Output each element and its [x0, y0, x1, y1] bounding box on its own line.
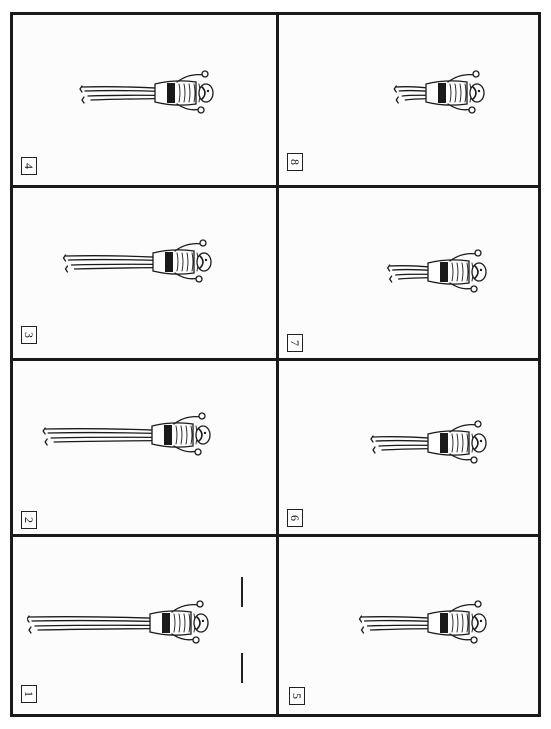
- row-divider: [13, 534, 538, 537]
- panel-2: 2: [13, 361, 275, 531]
- lying-figure-icon: [62, 239, 212, 283]
- panel-number: 4: [21, 157, 37, 175]
- panel-number-label: 6: [288, 515, 302, 521]
- lying-figure-icon: [370, 420, 487, 464]
- lying-figure-icon: [386, 249, 487, 293]
- panel-3: 3: [13, 188, 275, 358]
- panel-number-label: 8: [288, 159, 302, 165]
- panel-number-label: 4: [22, 163, 36, 169]
- row-divider: [13, 358, 538, 361]
- panel-number-label: 1: [22, 691, 36, 697]
- lying-figure-icon: [42, 412, 211, 456]
- cursor-mark: [241, 577, 243, 607]
- panel-number-label: 2: [22, 517, 36, 523]
- panel-7: 7: [279, 188, 541, 358]
- panel-number: 5: [289, 687, 305, 705]
- panel-number: 2: [21, 511, 37, 529]
- panel-1: 1: [13, 537, 275, 717]
- panel-number: 8: [287, 153, 303, 171]
- panel-number-label: 3: [22, 332, 36, 338]
- panel-4: 4: [13, 15, 275, 185]
- panel-number-label: 7: [288, 340, 302, 346]
- column-divider: [276, 15, 279, 714]
- panel-number: 3: [21, 326, 37, 344]
- lying-figure-icon: [358, 600, 487, 644]
- panel-6: 6: [279, 361, 541, 531]
- storyboard-sheet: 4 3 2 1 8 7 6 5: [10, 12, 541, 717]
- lying-figure-icon: [79, 70, 214, 114]
- panel-8: 8: [279, 15, 541, 185]
- panel-number: 1: [21, 685, 37, 703]
- cursor-mark: [241, 653, 243, 683]
- panel-number: 7: [287, 334, 303, 352]
- panel-number: 6: [287, 509, 303, 527]
- panel-number-label: 5: [290, 693, 304, 699]
- row-divider: [13, 185, 538, 188]
- lying-figure-icon: [27, 600, 209, 644]
- panel-5: 5: [279, 537, 541, 717]
- lying-figure-icon: [393, 70, 485, 114]
